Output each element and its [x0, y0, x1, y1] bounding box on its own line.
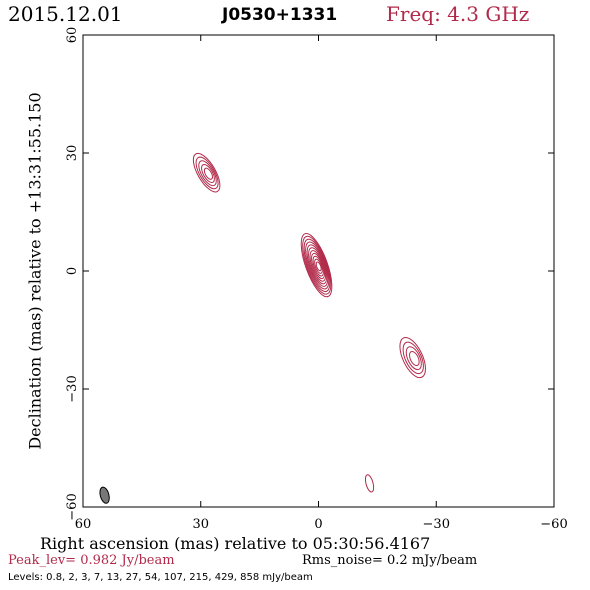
source-component — [192, 152, 221, 193]
contour-levels: Levels: 0.8, 2, 3, 7, 13, 27, 54, 107, 2… — [8, 572, 313, 583]
y-tick-label: 0 — [65, 267, 80, 275]
beam-layer — [99, 486, 110, 504]
plot-frame — [82, 34, 555, 508]
contour-line — [303, 238, 331, 293]
contour-line — [405, 346, 422, 371]
contour-line — [305, 241, 330, 290]
x-tick-label: 30 — [192, 517, 209, 532]
contour-line — [402, 341, 424, 375]
x-tick-label: −30 — [423, 517, 450, 532]
x-tick-label: 0 — [314, 517, 322, 532]
contour-line — [409, 350, 420, 367]
x-tick-label: −60 — [540, 517, 567, 532]
contour-line — [306, 244, 329, 287]
x-tick-label: 60 — [75, 517, 92, 532]
contour-line — [198, 160, 217, 187]
contour-line — [314, 258, 323, 274]
contour-line — [364, 474, 375, 493]
x-axis-label: Right ascension (mas) relative to 05:30:… — [40, 534, 431, 553]
contour-line — [300, 232, 333, 298]
contour-line — [203, 167, 213, 180]
rms-noise: Rms_noise= 0.2 mJy/beam — [302, 553, 478, 568]
contour-line — [315, 261, 322, 272]
y-tick-label: 60 — [65, 27, 80, 44]
observation-date: 2015.12.01 — [8, 2, 123, 26]
plot-border — [82, 34, 555, 508]
source-component — [364, 474, 375, 493]
y-tick-label: −30 — [65, 375, 80, 402]
contour-line — [308, 247, 328, 285]
contour-line — [195, 156, 219, 190]
source-component — [300, 232, 333, 298]
contour-line — [192, 152, 221, 193]
frequency-label: Freq: 4.3 GHz — [386, 2, 530, 26]
y-tick-label: −60 — [65, 493, 80, 520]
contour-line — [309, 250, 327, 282]
contour-line — [399, 336, 426, 379]
contour-line — [302, 235, 332, 295]
y-axis-label: Declination (mas) relative to +13:31:55.… — [25, 92, 45, 450]
contour-line — [311, 252, 326, 280]
contour-line — [312, 255, 324, 277]
contour-layer — [192, 152, 426, 493]
source-name: J0530+1331 — [222, 5, 338, 25]
peak-level: Peak_lev= 0.982 Jy/beam — [8, 553, 175, 568]
beam-ellipse — [99, 486, 110, 504]
y-tick-label: 30 — [65, 145, 80, 162]
contour-line — [201, 163, 215, 183]
source-component — [399, 336, 426, 379]
